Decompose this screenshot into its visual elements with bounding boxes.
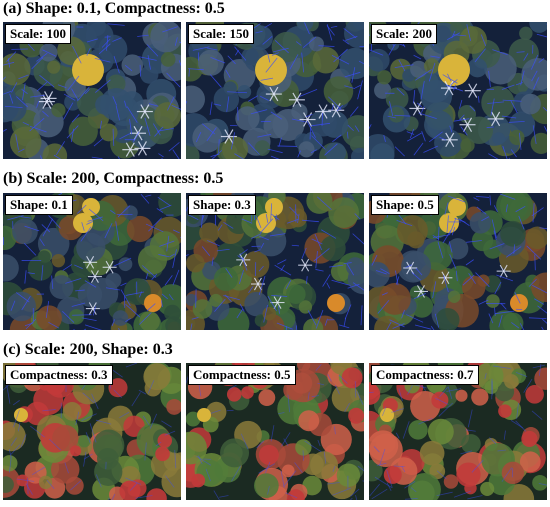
panel-label: Compactness: 0.5 [188, 365, 296, 385]
row-b-title: (b) Scale: 200, Compactness: 0.5 [3, 170, 224, 187]
panel-c-3: Compactness: 0.7 [369, 363, 547, 500]
aerial-image [186, 193, 364, 330]
panel-label: Scale: 150 [188, 24, 254, 44]
panel-a-1: Scale: 100 [3, 22, 181, 159]
panel-a-3: Scale: 200 [369, 22, 547, 159]
aerial-image [186, 363, 364, 500]
panel-label: Shape: 0.5 [371, 195, 439, 215]
aerial-image [186, 22, 364, 159]
aerial-image [369, 363, 547, 500]
aerial-image [369, 22, 547, 159]
panel-b-3: Shape: 0.5 [369, 193, 547, 330]
aerial-image [3, 22, 181, 159]
row-c-title: (c) Scale: 200, Shape: 0.3 [3, 341, 173, 358]
panel-label: Scale: 100 [5, 24, 71, 44]
aerial-image [3, 363, 181, 500]
panel-label: Compactness: 0.7 [371, 365, 479, 385]
panel-label: Compactness: 0.3 [5, 365, 113, 385]
panel-label: Shape: 0.3 [188, 195, 256, 215]
panel-c-1: Compactness: 0.3 [3, 363, 181, 500]
panel-label: Scale: 200 [371, 24, 437, 44]
panel-b-1: Shape: 0.1 [3, 193, 181, 330]
panel-a-2: Scale: 150 [186, 22, 364, 159]
panel-c-2: Compactness: 0.5 [186, 363, 364, 500]
row-a-title: (a) Shape: 0.1, Compactness: 0.5 [3, 0, 225, 17]
panel-b-2: Shape: 0.3 [186, 193, 364, 330]
panel-label: Shape: 0.1 [5, 195, 73, 215]
